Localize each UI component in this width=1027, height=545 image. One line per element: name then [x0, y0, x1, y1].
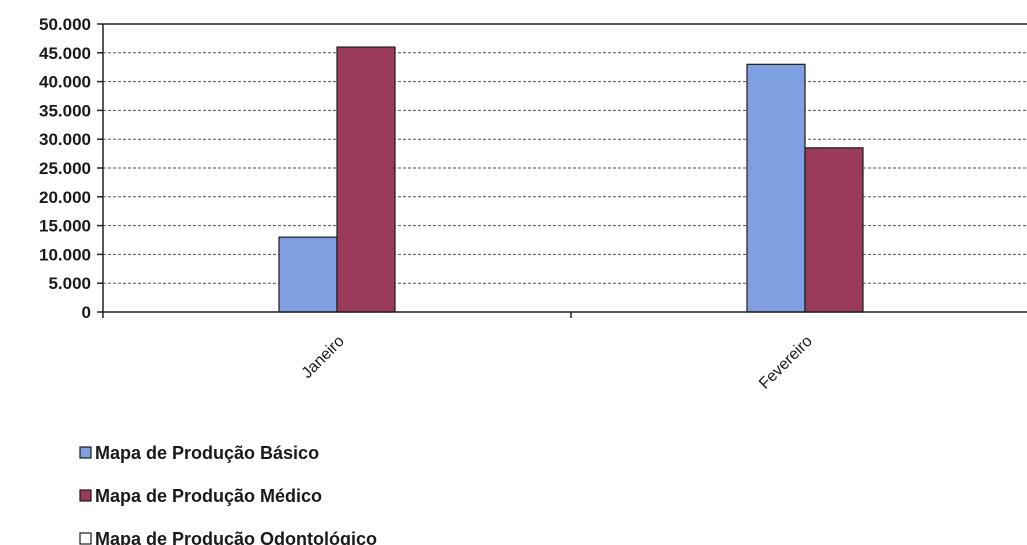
y-axis-tick-labels: 0 5.000 10.000 15.000 20.000 25.000 30.000 35.0… [39, 15, 91, 322]
axes [97, 23, 1027, 318]
x-tick-label-fevereiro: Fevereiro [756, 333, 816, 393]
legend-swatch-0 [79, 446, 92, 459]
bar-fevereiro-series-0 [746, 63, 806, 313]
legend-label-2: Mapa de Produção Odontológico [95, 529, 377, 545]
y-tick-label-1: 5.000 [48, 274, 91, 293]
y-tick-label-8: 40.000 [39, 73, 91, 92]
legend: Mapa de Produção Básico Mapa de Produção … [79, 443, 377, 545]
y-tick-label-7: 35.000 [39, 101, 91, 120]
legend-swatch-2 [79, 532, 92, 545]
bar-fevereiro-series-1 [804, 147, 864, 313]
legend-label-0: Mapa de Produção Básico [95, 443, 319, 463]
bar-janeiro-series-0 [278, 236, 338, 313]
y-tick-label-6: 30.000 [39, 130, 91, 149]
bars [278, 46, 864, 313]
grid-lines [103, 23, 1027, 284]
x-tick-label-janeiro: Janeiro [299, 333, 348, 382]
y-tick-label-10: 50.000 [39, 15, 91, 34]
y-tick-label-4: 20.000 [39, 188, 91, 207]
y-tick-label-5: 25.000 [39, 159, 91, 178]
y-tick-label-2: 10.000 [39, 245, 91, 264]
y-tick-label-9: 45.000 [39, 44, 91, 63]
x-axis-tick-labels: Janeiro Fevereiro [299, 333, 816, 393]
legend-label-1: Mapa de Produção Médico [95, 486, 322, 506]
legend-swatch-1 [79, 489, 92, 502]
y-tick-label-0: 0 [82, 303, 91, 322]
bar-janeiro-series-1 [336, 46, 396, 313]
y-tick-label-3: 15.000 [39, 217, 91, 236]
